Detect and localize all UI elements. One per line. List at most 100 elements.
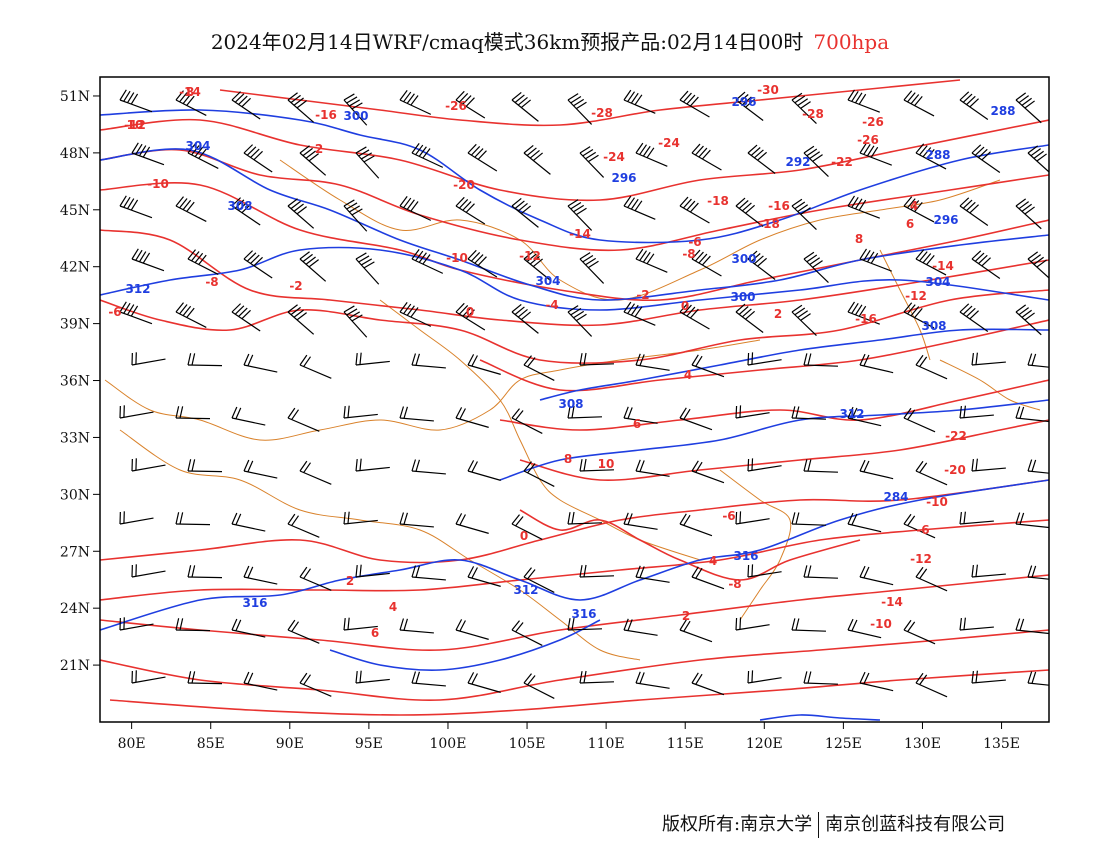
barb-flag — [1018, 95, 1030, 104]
barb-flag — [1018, 307, 1030, 316]
temperature-label: 10 — [598, 457, 615, 471]
barb-flag — [585, 257, 597, 266]
barb-flag — [579, 459, 583, 472]
barb-flag — [915, 354, 924, 366]
barb-flag — [741, 308, 752, 318]
barb-shaft — [119, 517, 154, 525]
wind-barb — [231, 197, 261, 226]
barb-flag — [915, 460, 924, 472]
barb-flag — [691, 354, 699, 366]
barb-shaft — [579, 258, 605, 284]
lat-tick-label: 27N — [60, 544, 90, 560]
wind-barb — [231, 512, 266, 532]
barb-flag — [573, 204, 585, 213]
wind-barb — [523, 461, 555, 487]
barb-shaft — [679, 311, 710, 330]
barb-flag — [910, 306, 920, 317]
wind-barb — [299, 251, 327, 282]
barb-flag — [639, 144, 648, 155]
barb-shaft — [287, 311, 315, 335]
barb-flag — [403, 512, 409, 525]
barb-flag — [119, 89, 127, 101]
temperature-label: -22 — [945, 429, 967, 443]
wind-barb — [287, 92, 315, 123]
wind-barb — [567, 199, 593, 231]
barb-flag — [639, 672, 645, 684]
barb-flag — [1015, 198, 1027, 207]
barb-flag — [751, 352, 754, 365]
temperature-label: -26 — [862, 115, 884, 129]
barb-flag — [527, 675, 536, 686]
barb-flag — [351, 102, 363, 110]
barb-flag — [623, 618, 629, 631]
wind-barb — [579, 670, 615, 684]
wind-barb — [187, 143, 219, 169]
barb-flag — [1015, 406, 1021, 419]
barb-flag — [511, 514, 520, 525]
temperature-contour — [100, 629, 1049, 702]
barb-flag — [403, 197, 412, 209]
wind-barb — [343, 617, 378, 631]
barb-flag — [253, 256, 263, 267]
barb-flag — [807, 565, 812, 578]
barb-flag — [910, 200, 920, 211]
barb-flag — [854, 198, 863, 210]
barb-flag — [293, 309, 304, 318]
barb-flag — [415, 353, 421, 366]
barb-shaft — [579, 575, 615, 578]
barb-flag — [247, 566, 254, 579]
barb-shaft — [355, 466, 390, 472]
barb-shaft — [1015, 311, 1042, 336]
barb-flag — [863, 460, 870, 473]
barb-flag — [907, 409, 916, 420]
barb-flag — [359, 458, 362, 471]
barb-flag — [198, 254, 207, 265]
wind-barb — [467, 566, 501, 587]
barb-flag — [127, 198, 135, 210]
wind-barb — [623, 618, 658, 636]
barb-flag — [794, 95, 806, 104]
lat-tick-label: 30N — [60, 487, 90, 503]
barb-flag — [1015, 618, 1021, 631]
barb-flag — [308, 153, 319, 162]
barb-shaft — [735, 99, 764, 121]
border-line — [719, 469, 792, 621]
wind-barb — [735, 197, 764, 227]
wind-barb — [847, 406, 882, 427]
barb-shaft — [119, 623, 154, 631]
barb-flag — [346, 308, 358, 316]
barb-flag — [919, 674, 928, 685]
barb-flag — [576, 207, 587, 216]
temperature-label: 4 — [389, 600, 397, 614]
barb-flag — [679, 513, 687, 525]
lon-tick-label: 85E — [197, 736, 225, 752]
barb-flag — [698, 253, 708, 264]
barb-flag — [186, 95, 195, 106]
barb-flag — [959, 91, 970, 101]
barb-flag — [343, 93, 355, 101]
barb-flag — [851, 303, 859, 314]
temperature-contour — [100, 574, 1049, 652]
barb-flag — [523, 250, 534, 260]
temperature-label: 4 — [910, 199, 918, 213]
barb-flag — [738, 94, 749, 103]
temperature-label: -6 — [916, 523, 929, 537]
barb-flag — [966, 307, 976, 318]
barb-flag — [803, 671, 808, 684]
barb-flag — [515, 516, 524, 527]
barb-shaft — [747, 677, 782, 684]
barb-shaft — [623, 311, 656, 326]
barb-shaft — [287, 205, 315, 229]
barb-flag — [803, 145, 815, 154]
barb-flag — [1031, 565, 1037, 578]
barb-flag — [411, 459, 417, 472]
height-label: 304 — [185, 139, 210, 153]
height-label: 296 — [933, 213, 958, 227]
barb-flag — [299, 460, 308, 472]
barb-flag — [523, 355, 532, 366]
barb-shaft — [411, 364, 446, 369]
barb-shaft — [579, 363, 615, 366]
wind-barb — [1015, 406, 1049, 423]
wind-barb — [579, 458, 615, 472]
barb-flag — [583, 458, 587, 471]
